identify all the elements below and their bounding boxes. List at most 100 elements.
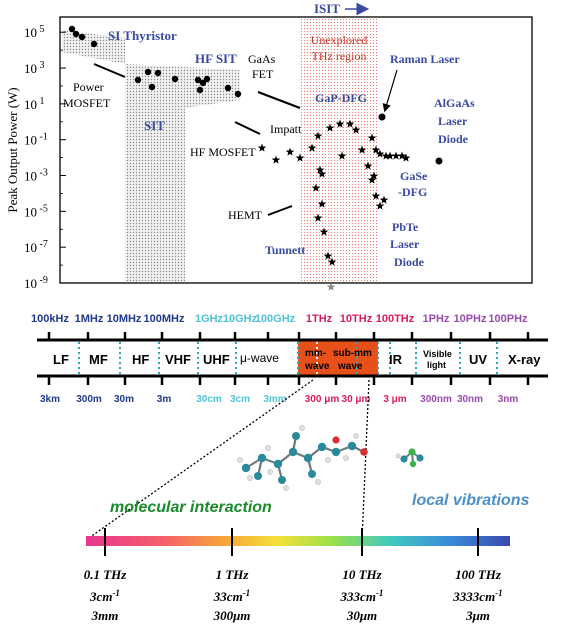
- star-point: [367, 175, 377, 184]
- molecular-interaction-label: molecular interaction: [110, 499, 272, 516]
- star-point: [325, 123, 335, 132]
- gase-dfg-label-1: GaSe: [400, 169, 428, 183]
- pbte-label-1: PbTe: [392, 220, 419, 234]
- frequency-label: 1MHz: [75, 313, 104, 325]
- wavelength-label: 3nm: [498, 394, 519, 405]
- gaas-fet-label-1: GaAs: [248, 52, 276, 66]
- star-point: [351, 125, 361, 134]
- wavelength-label: 300 μm: [305, 394, 340, 405]
- star-point: [337, 151, 347, 160]
- star-point: [311, 183, 321, 192]
- star-point: [335, 119, 345, 128]
- raman-arrow: [382, 69, 398, 113]
- data-point: [68, 25, 76, 33]
- band-visible-1: Visible: [423, 349, 452, 359]
- y-tick-label: 10 -7: [24, 239, 48, 255]
- star-point: [375, 149, 385, 158]
- star-point: [375, 201, 385, 210]
- frequency-label: 100kHz: [31, 313, 69, 325]
- data-point: [224, 84, 232, 92]
- star-point: [326, 282, 336, 291]
- large-molecule-illustration: [237, 425, 368, 491]
- star-point: [271, 155, 281, 164]
- local-vibrations-label: local vibrations: [412, 492, 529, 509]
- wavelength-label: 300m: [76, 394, 102, 405]
- star-point: [323, 251, 333, 260]
- scale-wavenumber-label: 3cm-1: [89, 588, 120, 604]
- data-point: [72, 30, 80, 38]
- y-tick-label: 10 3: [24, 60, 45, 76]
- star-point: [319, 227, 329, 236]
- impatt-label: Impatt: [270, 122, 302, 136]
- band-vhf: VHF: [165, 352, 191, 367]
- band-xray: X-ray: [508, 352, 541, 367]
- projection-line-right: [361, 379, 370, 541]
- gaas-fet-label-2: FET: [252, 67, 274, 81]
- band-uv: UV: [469, 352, 487, 367]
- wavelength-label: 300nm: [420, 394, 452, 405]
- wavelength-label: 3mm: [263, 394, 286, 405]
- frequency-label: 1PHz: [423, 313, 450, 325]
- star-point: [363, 161, 373, 170]
- data-point: [154, 69, 162, 77]
- data-point: [134, 76, 142, 84]
- y-tick-label: 10 1: [24, 96, 45, 112]
- star-point: [401, 153, 411, 162]
- star-point: [285, 147, 295, 156]
- gaas-fet-leader: [257, 90, 301, 110]
- frequency-label: 1THz: [306, 313, 333, 325]
- star-point: [317, 169, 327, 178]
- y-axis-label: Peak Output Power (W): [5, 87, 20, 212]
- thz-band-highlight: [298, 340, 378, 376]
- data-point: [199, 79, 207, 87]
- frequency-label: 100THz: [376, 313, 415, 325]
- data-point: [203, 75, 211, 83]
- band-uwave: μ-wave: [240, 351, 279, 365]
- wavelength-labels: 3km 300m 30m 3m 30cm 3cm 3mm 300 μm 30 μm 3 μm 300…: [40, 394, 518, 405]
- sit-region: [125, 64, 240, 282]
- power-mosfet-label-1: Power: [73, 80, 104, 94]
- unexplored-label-1: Unexplored: [311, 33, 368, 47]
- data-point: [90, 40, 98, 48]
- data-point: [144, 68, 152, 76]
- plot-frame: [59, 16, 533, 284]
- algaas-label-2: Laser: [438, 114, 468, 128]
- wavelength-label: 3 μm: [383, 394, 406, 405]
- wavelength-label: 30cm: [196, 394, 222, 405]
- star-point: [315, 165, 325, 174]
- band-mmwave-1: mm-: [305, 348, 326, 359]
- pbte-label-3: Diode: [394, 255, 425, 269]
- wavelength-label: 30nm: [457, 394, 483, 405]
- star-point: [295, 153, 305, 162]
- star-point: [371, 191, 381, 200]
- data-point: [378, 113, 386, 121]
- wavelength-label: 3km: [40, 394, 60, 405]
- wavelength-label: 3m: [157, 394, 172, 405]
- star-point: [385, 151, 395, 160]
- star-point: [369, 171, 379, 180]
- band-submm-1: sub-mm: [333, 348, 372, 359]
- data-point: [171, 75, 179, 83]
- frequency-label: 10MHz: [107, 313, 142, 325]
- scale-frequency-label: 0.1 THz: [84, 567, 128, 582]
- wavelength-label: 3cm: [230, 394, 250, 405]
- star-point: [317, 199, 327, 208]
- hemt-label: HEMT: [228, 208, 263, 222]
- algaas-label-1: AlGaAs: [434, 96, 475, 110]
- star-point: [357, 145, 367, 154]
- frequency-label: 100PHz: [488, 313, 528, 325]
- star-point: [371, 145, 381, 154]
- isit-label: ISIT: [314, 1, 340, 16]
- band-uhf: UHF: [203, 352, 230, 367]
- power-plot: ISIT 10 510 310 110 -110 -310 -510 -710 …: [5, 1, 533, 291]
- y-tick-label: 10 5: [24, 24, 45, 40]
- frequency-label: 10GHz: [223, 313, 258, 325]
- scale-frequency-label: 1 THz: [216, 567, 250, 582]
- star-point: [313, 131, 323, 140]
- tunnett-label: Tunnett: [265, 243, 305, 257]
- y-tick-label: 10 -9: [24, 275, 48, 291]
- y-tick-label: 10 -1: [24, 132, 48, 148]
- si-thyristor-label: SI Thyristor: [108, 28, 177, 43]
- scale-wavenumber-label: 33cm-1: [213, 588, 250, 604]
